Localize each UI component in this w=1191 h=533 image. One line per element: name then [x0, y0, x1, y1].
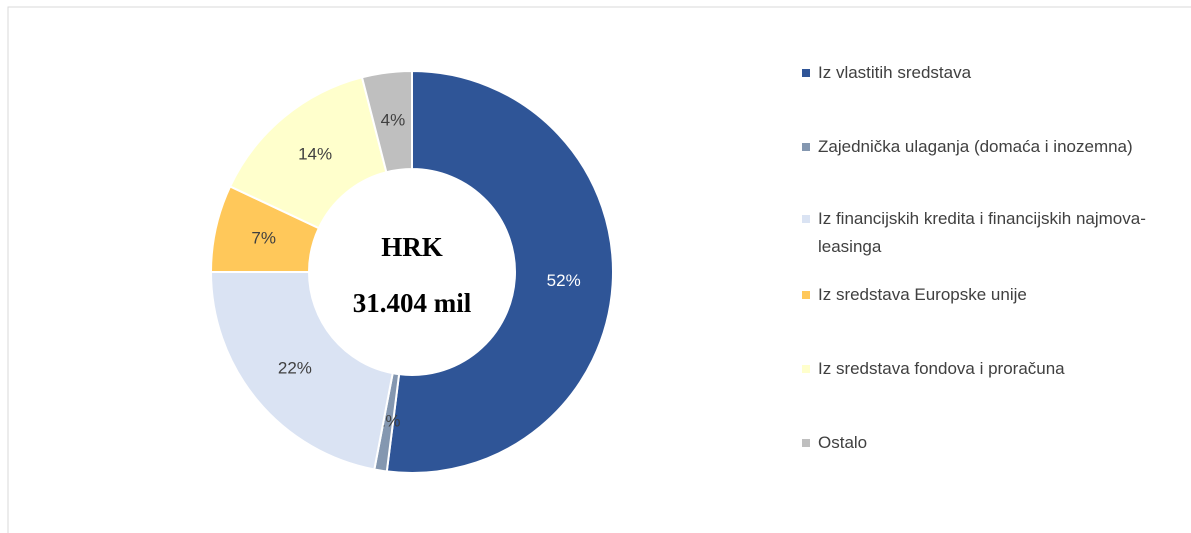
- legend-label: Iz financijskih kredita i financijskih n…: [818, 209, 1146, 256]
- donut-slice: [385, 69, 614, 474]
- legend-swatch: [802, 291, 810, 299]
- data-label: 22%: [278, 358, 312, 377]
- legend-label: Iz sredstava fondova i proračuna: [818, 359, 1065, 378]
- legend-item: Iz sredstava Europske unije: [802, 281, 1172, 309]
- legend-swatch: [802, 69, 810, 77]
- legend-item: Ostalo: [802, 429, 1172, 457]
- legend-item: Iz financijskih kredita i financijskih n…: [802, 205, 1172, 261]
- legend-item: Zajednička ulaganja (domaća i inozemna): [802, 133, 1172, 161]
- legend-label: Iz sredstava Europske unije: [818, 285, 1027, 304]
- data-label: 52%: [547, 271, 581, 290]
- legend-label: Zajednička ulaganja (domaća i inozemna): [818, 137, 1133, 156]
- legend-swatch: [802, 365, 810, 373]
- data-label: 4%: [381, 111, 406, 130]
- legend-swatch: [802, 143, 810, 151]
- legend-item: Iz vlastitih sredstava: [802, 59, 1172, 87]
- center-label: 31.404 mil: [353, 288, 472, 318]
- center-label: HRK: [381, 232, 443, 262]
- legend-label: Iz vlastitih sredstava: [818, 63, 972, 82]
- legend-item: Iz sredstava fondova i proračuna: [802, 355, 1172, 383]
- legend-swatch: [802, 215, 810, 223]
- donut-slice: [209, 271, 394, 471]
- legend-swatch: [802, 439, 810, 447]
- legend-label: Ostalo: [818, 433, 868, 452]
- frame: [7, 6, 1191, 533]
- data-label: 14%: [298, 144, 332, 163]
- donut-slice: [360, 69, 413, 174]
- data-label: 7%: [251, 228, 276, 247]
